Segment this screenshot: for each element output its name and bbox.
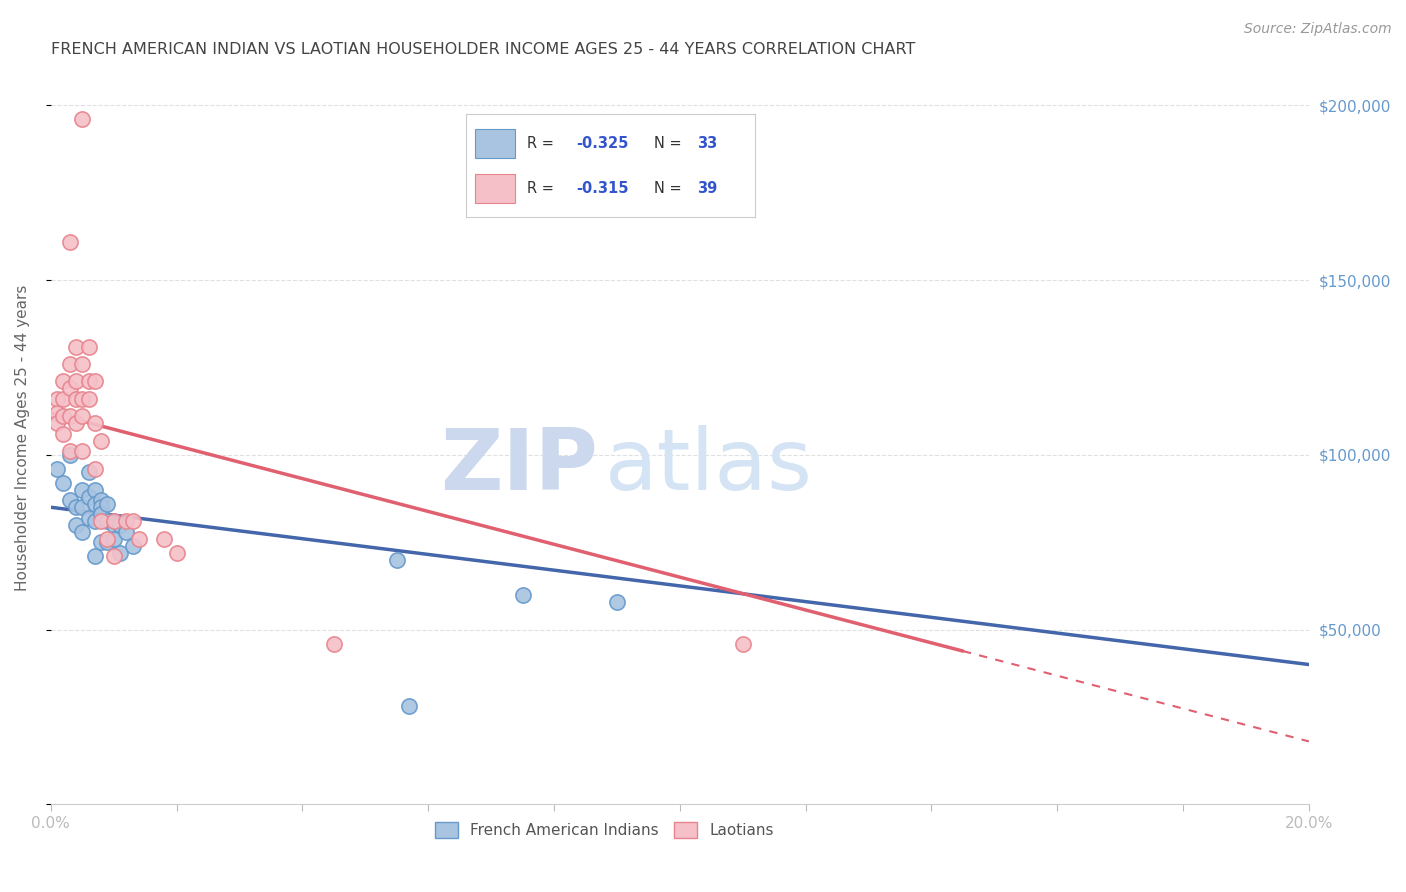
Point	[96, 535, 118, 549]
Point	[77, 490, 100, 504]
Legend: French American Indians, Laotians: French American Indians, Laotians	[429, 816, 780, 845]
Point	[72, 500, 94, 515]
Point	[52, 426, 75, 441]
Point	[77, 510, 100, 524]
Point	[59, 444, 82, 458]
Point	[59, 493, 82, 508]
Point	[65, 375, 87, 389]
Point	[77, 392, 100, 406]
Text: atlas: atlas	[605, 425, 813, 508]
Point	[103, 517, 125, 532]
Y-axis label: Householder Income Ages 25 - 44 years: Householder Income Ages 25 - 44 years	[15, 285, 30, 591]
Point	[103, 514, 125, 528]
Text: FRENCH AMERICAN INDIAN VS LAOTIAN HOUSEHOLDER INCOME AGES 25 - 44 YEARS CORRELAT: FRENCH AMERICAN INDIAN VS LAOTIAN HOUSEH…	[51, 42, 915, 57]
Point	[83, 417, 105, 431]
Point	[77, 339, 100, 353]
Point	[83, 549, 105, 564]
Point	[398, 699, 420, 714]
Point	[385, 552, 408, 566]
Point	[96, 532, 118, 546]
Point	[121, 514, 143, 528]
Point	[65, 517, 87, 532]
Point	[59, 448, 82, 462]
Point	[90, 514, 112, 528]
Point	[72, 524, 94, 539]
Point	[96, 497, 118, 511]
Point	[72, 112, 94, 127]
Point	[77, 466, 100, 480]
Point	[59, 357, 82, 371]
Text: Source: ZipAtlas.com: Source: ZipAtlas.com	[1244, 22, 1392, 37]
Point	[72, 483, 94, 497]
Point	[121, 539, 143, 553]
Point	[83, 462, 105, 476]
Point	[65, 417, 87, 431]
Point	[115, 524, 138, 539]
Point	[65, 339, 87, 353]
Point	[512, 588, 534, 602]
Text: ZIP: ZIP	[440, 425, 598, 508]
Point	[90, 535, 112, 549]
Point	[46, 406, 69, 420]
Point	[59, 235, 82, 249]
Point	[65, 500, 87, 515]
Point	[83, 483, 105, 497]
Point	[83, 514, 105, 528]
Point	[65, 392, 87, 406]
Point	[128, 532, 150, 546]
Point	[52, 475, 75, 490]
Point	[59, 381, 82, 395]
Point	[606, 594, 628, 608]
Point	[90, 493, 112, 508]
Point	[90, 508, 112, 522]
Point	[83, 497, 105, 511]
Point	[59, 409, 82, 424]
Point	[52, 375, 75, 389]
Point	[72, 357, 94, 371]
Point	[731, 636, 754, 650]
Point	[46, 392, 69, 406]
Point	[72, 444, 94, 458]
Point	[90, 500, 112, 515]
Point	[52, 409, 75, 424]
Point	[77, 375, 100, 389]
Point	[115, 514, 138, 528]
Point	[322, 636, 344, 650]
Point	[166, 546, 188, 560]
Point	[103, 532, 125, 546]
Point	[108, 517, 131, 532]
Point	[96, 514, 118, 528]
Point	[72, 392, 94, 406]
Point	[46, 462, 69, 476]
Point	[72, 409, 94, 424]
Point	[46, 417, 69, 431]
Point	[83, 375, 105, 389]
Point	[52, 392, 75, 406]
Point	[90, 434, 112, 448]
Point	[103, 549, 125, 564]
Point	[153, 532, 176, 546]
Point	[108, 546, 131, 560]
